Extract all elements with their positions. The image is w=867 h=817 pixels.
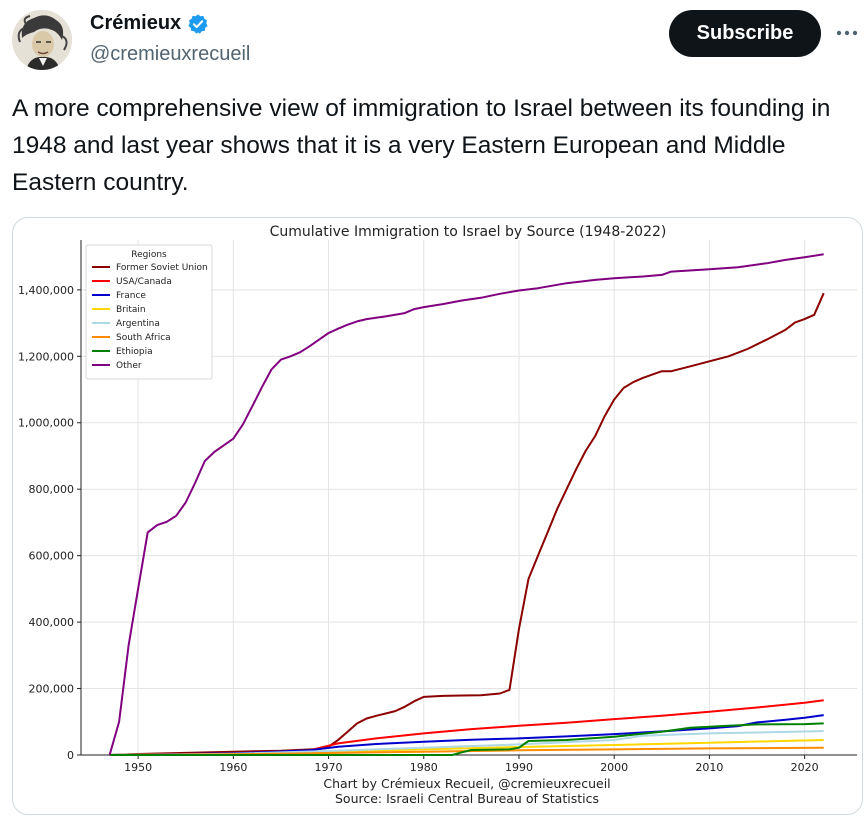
chart-ticks: 1950 1960 1970 1980 1990 2000 2010 2020 0 200,000…: [18, 284, 819, 774]
y-tick-label: 1,200,000: [18, 350, 74, 363]
x-tick-label: 1960: [219, 761, 247, 774]
chart-credit-line: Chart by Crémieux Recueil, @cremieuxrecu…: [323, 776, 610, 791]
verified-badge-icon: [188, 13, 208, 34]
x-tick-label: 2000: [600, 761, 628, 774]
tweet-text: A more comprehensive view of immigration…: [12, 95, 831, 196]
author-name[interactable]: Crémieux: [90, 12, 182, 34]
chart-legend: Regions Former Soviet Union USA/Canada Fran…: [85, 244, 213, 380]
legend-label-former-soviet-union: Former Soviet Union: [116, 263, 208, 273]
y-tick-label: 1,000,000: [18, 417, 74, 430]
chart-source-line: Source: Israeli Central Bureau of Statis…: [335, 791, 599, 806]
series-line-argentina: [109, 730, 824, 756]
author-handle[interactable]: @cremieuxrecueil: [90, 43, 251, 65]
series-line-ethiopia: [109, 722, 824, 756]
legend-label-france: France: [116, 291, 146, 301]
legend-label-usa-canada: USA/Canada: [116, 277, 172, 287]
y-tick-label: 600,000: [29, 550, 75, 563]
x-tick-label: 1980: [410, 761, 438, 774]
x-tick-label: 2020: [791, 761, 819, 774]
immigration-chart: Cumulative Immigration to Israel by Sour…: [18, 224, 857, 806]
more-horizontal-icon[interactable]: [832, 18, 862, 48]
legend-box: [85, 244, 213, 380]
avatar[interactable]: [12, 10, 72, 70]
y-tick-label: 0: [67, 749, 74, 762]
series-line-other: [108, 253, 824, 756]
legend-label-argentina: Argentina: [116, 319, 160, 329]
x-tick-label: 1950: [124, 761, 152, 774]
y-tick-label: 400,000: [29, 616, 75, 629]
series-line-usa-canada: [109, 699, 824, 756]
legend-label-britain: Britain: [116, 305, 146, 315]
avatar-portrait-icon: [12, 10, 72, 70]
y-tick-label: 800,000: [29, 483, 75, 496]
x-tick-label: 1990: [505, 761, 533, 774]
x-tick-label: 2010: [695, 761, 723, 774]
chart-title: Cumulative Immigration to Israel by Sour…: [270, 224, 667, 240]
author-name-row[interactable]: Crémieux: [90, 12, 209, 35]
legend-label-other: Other: [116, 361, 142, 371]
y-tick-label: 200,000: [29, 683, 75, 696]
y-tick-label: 1,400,000: [18, 284, 74, 297]
series-line-france: [109, 714, 824, 756]
series-line-former-soviet-union: [109, 292, 825, 756]
legend-label-south-africa: South Africa: [116, 333, 171, 343]
x-tick-label: 1970: [315, 761, 343, 774]
chart-image-card[interactable]: Cumulative Immigration to Israel by Sour…: [12, 217, 863, 815]
subscribe-button[interactable]: Subscribe: [669, 10, 821, 57]
legend-title: Regions: [131, 250, 167, 260]
legend-label-ethiopia: Ethiopia: [116, 347, 153, 357]
chart-series: [108, 253, 825, 756]
